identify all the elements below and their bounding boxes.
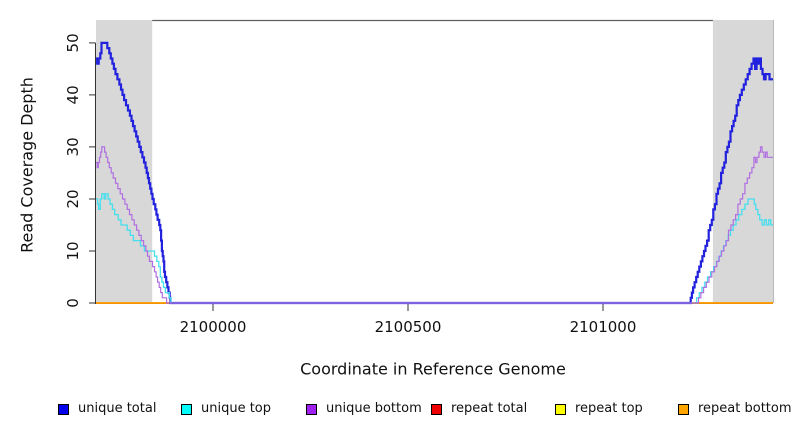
series-line-unique-total <box>96 41 773 305</box>
x-tick-label: 2100500 <box>375 318 442 336</box>
legend-label: unique top <box>201 401 272 416</box>
legend-label: unique total <box>78 401 157 416</box>
legend-item-repeat-total: repeat total <box>431 402 527 416</box>
legend-swatch-unique-bottom <box>306 403 317 415</box>
legend-swatch-unique-total <box>58 403 69 415</box>
legend-item-unique-total: unique total <box>58 402 156 416</box>
shaded-region-0 <box>96 20 153 303</box>
legend-label: repeat bottom <box>698 401 792 416</box>
legend-swatch-unique-top <box>181 403 192 415</box>
y-axis-title: Read Coverage Depth <box>17 77 37 253</box>
legend-label: repeat top <box>575 401 643 416</box>
legend-swatch-repeat-top <box>555 403 566 415</box>
series-line-unique-top <box>96 193 773 304</box>
shaded-region-1 <box>712 20 773 303</box>
x-tick-label: 2100000 <box>180 318 247 336</box>
legend-label: unique bottom <box>326 401 422 416</box>
legend-item-repeat-bottom: repeat bottom <box>678 402 792 416</box>
legend-item-unique-bottom: unique bottom <box>306 402 422 416</box>
y-tick-label: 20 <box>64 189 82 208</box>
legend-item-repeat-top: repeat top <box>555 402 643 416</box>
x-tick-label: 2101000 <box>570 318 637 336</box>
legend-swatch-repeat-total <box>431 403 442 415</box>
legend-item-unique-top: unique top <box>181 402 271 416</box>
legend-swatch-repeat-bottom <box>678 403 689 415</box>
y-tick-label: 50 <box>64 33 82 52</box>
y-tick-label: 10 <box>64 241 82 260</box>
y-tick-label: 0 <box>64 298 82 308</box>
legend-label: repeat total <box>451 401 528 416</box>
y-tick-label: 30 <box>64 137 82 156</box>
y-tick-label: 40 <box>64 85 82 104</box>
x-axis-title: Coordinate in Reference Genome <box>300 359 566 379</box>
series-line-unique-bottom <box>96 146 773 304</box>
